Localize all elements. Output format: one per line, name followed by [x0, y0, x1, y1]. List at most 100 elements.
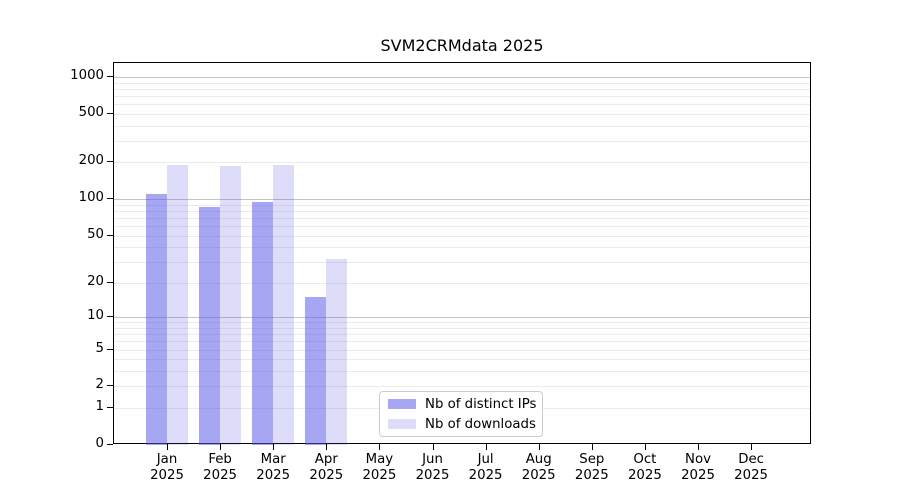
chart-title: SVM2CRMdata 2025	[380, 36, 544, 55]
y-tick-label: 5	[95, 340, 104, 356]
gridline-minor	[114, 113, 810, 115]
bar-apr-downloads	[326, 258, 348, 445]
bar-apr-distinct-ips	[305, 297, 327, 445]
month-name: Sep	[579, 452, 605, 467]
x-tick-label-nov: Nov 2025	[670, 452, 726, 484]
bar-jan-downloads	[167, 165, 188, 445]
y-tick-mark	[107, 112, 113, 114]
month-name: Nov	[685, 452, 711, 467]
month-year: 2025	[150, 468, 184, 483]
month-year: 2025	[468, 468, 503, 483]
y-tick-label: 50	[87, 226, 104, 242]
legend-label-distinct-ips: Nb of distinct IPs	[425, 396, 537, 412]
y-tick-mark	[107, 198, 113, 200]
gridline-minor	[114, 386, 810, 388]
y-tick-label: 1000	[70, 67, 104, 83]
gridline-minor	[114, 349, 810, 351]
y-tick-mark	[107, 75, 113, 77]
x-tick-mark	[644, 444, 646, 450]
y-tick-mark	[107, 385, 113, 387]
x-tick-label-apr: Apr 2025	[298, 452, 354, 484]
month-name: Mar	[260, 452, 286, 467]
x-tick-mark	[698, 444, 699, 450]
legend-swatch-downloads	[388, 419, 416, 429]
month-year: 2025	[574, 468, 609, 483]
gridline-minor	[114, 235, 810, 237]
x-tick-label-dec: Dec 2025	[723, 452, 779, 484]
legend-swatch-distinct-ips	[388, 399, 416, 409]
gridline-minor	[114, 282, 810, 284]
x-tick-label-sep: Sep 2025	[564, 452, 620, 484]
y-tick-label: 0	[95, 436, 104, 451]
x-tick-label-jun: Jun 2025	[405, 452, 461, 484]
y-tick-mark	[107, 281, 113, 283]
month-name: Feb	[208, 452, 232, 467]
month-name: Jan	[156, 452, 178, 467]
gridline-minor	[114, 204, 810, 206]
y-tick-label: 20	[87, 273, 104, 289]
y-tick-label: 200	[78, 153, 104, 169]
x-tick-mark	[432, 444, 434, 450]
gridline-minor	[114, 327, 810, 329]
y-tick-mark	[107, 348, 113, 350]
legend-label-downloads: Nb of downloads	[425, 416, 536, 432]
gridline-major	[114, 199, 810, 201]
y-tick-label: 500	[78, 104, 104, 120]
y-tick-mark	[107, 161, 113, 163]
month-name: Apr	[314, 452, 338, 467]
x-tick-mark	[538, 444, 540, 450]
legend: Nb of distinct IPs Nb of downloads	[379, 391, 543, 437]
gridline-minor	[114, 210, 810, 212]
gridline-minor	[114, 125, 810, 127]
x-tick-mark	[326, 444, 328, 450]
y-tick-label: 1	[95, 399, 104, 415]
month-year: 2025	[256, 468, 291, 483]
gridline-major	[114, 76, 810, 78]
x-tick-mark	[485, 444, 487, 450]
gridline-minor	[114, 95, 810, 97]
bar-mar-distinct-ips	[252, 201, 274, 445]
y-tick-mark	[107, 444, 113, 445]
bar-jan-distinct-ips	[146, 194, 167, 445]
gridline-minor	[114, 162, 810, 164]
x-tick-label-may: May 2025	[351, 452, 407, 484]
gridline-minor	[114, 88, 810, 90]
x-tick-label-aug: Aug 2025	[511, 452, 567, 484]
gridline-minor	[114, 341, 810, 343]
y-tick-mark	[107, 234, 113, 236]
x-tick-label-jan: Jan 2025	[139, 452, 195, 484]
x-tick-mark	[379, 444, 381, 450]
x-tick-label-feb: Feb 2025	[192, 452, 248, 484]
gridline-minor	[114, 226, 810, 227]
month-name: Jun	[422, 452, 443, 467]
x-tick-mark	[273, 444, 275, 450]
month-year: 2025	[521, 468, 556, 483]
bar-feb-distinct-ips	[199, 207, 221, 445]
y-tick-label: 100	[78, 190, 104, 206]
x-tick-mark	[591, 444, 593, 450]
gridline-minor	[114, 217, 810, 219]
month-name: Oct	[633, 452, 657, 467]
gridline-minor	[114, 247, 810, 249]
month-name: May	[365, 452, 394, 467]
month-year: 2025	[203, 468, 238, 483]
x-tick-mark	[751, 444, 753, 450]
y-tick-label: 10	[87, 308, 104, 324]
legend-entry-downloads: Nb of downloads	[388, 416, 536, 432]
y-tick-label: 2	[95, 377, 104, 393]
month-name: Jul	[477, 452, 494, 467]
month-year: 2025	[681, 468, 715, 483]
x-tick-mark	[220, 444, 222, 450]
gridline-minor	[114, 371, 810, 373]
x-tick-label-oct: Oct 2025	[617, 452, 673, 484]
gridline-major	[114, 317, 810, 319]
month-year: 2025	[627, 468, 662, 483]
gridline-minor	[114, 140, 810, 142]
month-year: 2025	[734, 468, 769, 483]
y-tick-mark	[107, 316, 113, 318]
legend-entry-distinct-ips: Nb of distinct IPs	[388, 396, 537, 412]
gridline-minor	[114, 104, 810, 106]
gridline-minor	[114, 334, 810, 336]
gridline-minor	[114, 359, 810, 361]
